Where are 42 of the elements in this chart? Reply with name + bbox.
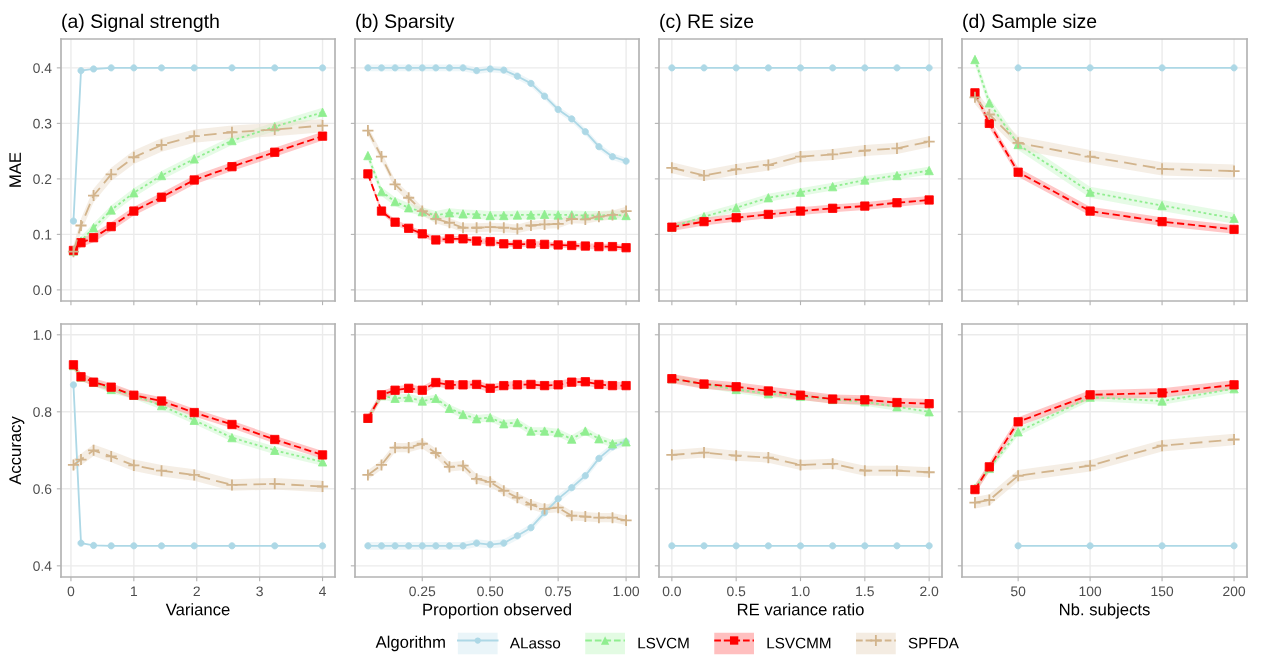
x-tick-label: 2.0 bbox=[920, 586, 939, 597]
legend-label: LSVCM bbox=[638, 637, 689, 649]
y-tick-label: 0.8 bbox=[33, 407, 52, 417]
x-axis-title: Nb. subjects bbox=[1060, 603, 1150, 619]
x-tick-label: 1.0 bbox=[791, 586, 810, 597]
x-tick-label: 0.25 bbox=[409, 586, 436, 597]
y-tick-label: 0.3 bbox=[33, 118, 52, 129]
x-axis-title: Proportion observed bbox=[423, 603, 571, 619]
legend-title: Algorithm bbox=[375, 635, 445, 652]
y-tick-label: 0.0 bbox=[33, 285, 52, 296]
x-tick-label: 0.50 bbox=[477, 586, 504, 597]
legend-label: LSVCMM bbox=[767, 637, 831, 649]
y-tick-label: 0.2 bbox=[33, 174, 52, 185]
y-tick-label: 0.4 bbox=[33, 63, 52, 74]
x-tick-label: 4 bbox=[319, 586, 326, 597]
x-tick-label: 1.00 bbox=[613, 586, 640, 597]
legend-label: SPFDA bbox=[908, 637, 959, 649]
x-axis-title: RE variance ratio bbox=[737, 603, 864, 616]
y-tick-label: 1.0 bbox=[33, 330, 52, 340]
x-tick-label: 50 bbox=[1010, 586, 1026, 597]
x-tick-label: 0.0 bbox=[662, 586, 681, 597]
x-tick-label: 1.5 bbox=[856, 586, 874, 597]
y-tick-label: 0.4 bbox=[33, 561, 52, 571]
x-tick-label: 0.75 bbox=[545, 586, 572, 597]
chart-title: (a) Signal strength bbox=[62, 13, 219, 32]
y-tick-label: 0.1 bbox=[33, 229, 52, 240]
chart-title: (c) RE size bbox=[660, 13, 754, 32]
x-tick-label: 3 bbox=[256, 586, 263, 597]
y-axis-title: MAE bbox=[9, 152, 21, 187]
x-axis-title: Variance bbox=[165, 603, 230, 616]
x-tick-label: 2 bbox=[193, 586, 200, 597]
x-tick-label: 1 bbox=[131, 586, 138, 597]
chart-title: (d) Sample size bbox=[963, 13, 1097, 32]
y-tick-label: 0.6 bbox=[33, 484, 52, 494]
x-tick-label: 150 bbox=[1151, 586, 1174, 597]
legend-label: ALasso bbox=[509, 637, 561, 649]
x-tick-label: 0 bbox=[67, 586, 75, 597]
y-axis-title: Accuracy bbox=[9, 416, 25, 485]
chart-title: (b) Sparsity bbox=[356, 13, 455, 32]
x-tick-label: 100 bbox=[1079, 586, 1102, 597]
x-tick-label: 0.5 bbox=[727, 586, 746, 597]
x-tick-label: 200 bbox=[1223, 586, 1246, 597]
